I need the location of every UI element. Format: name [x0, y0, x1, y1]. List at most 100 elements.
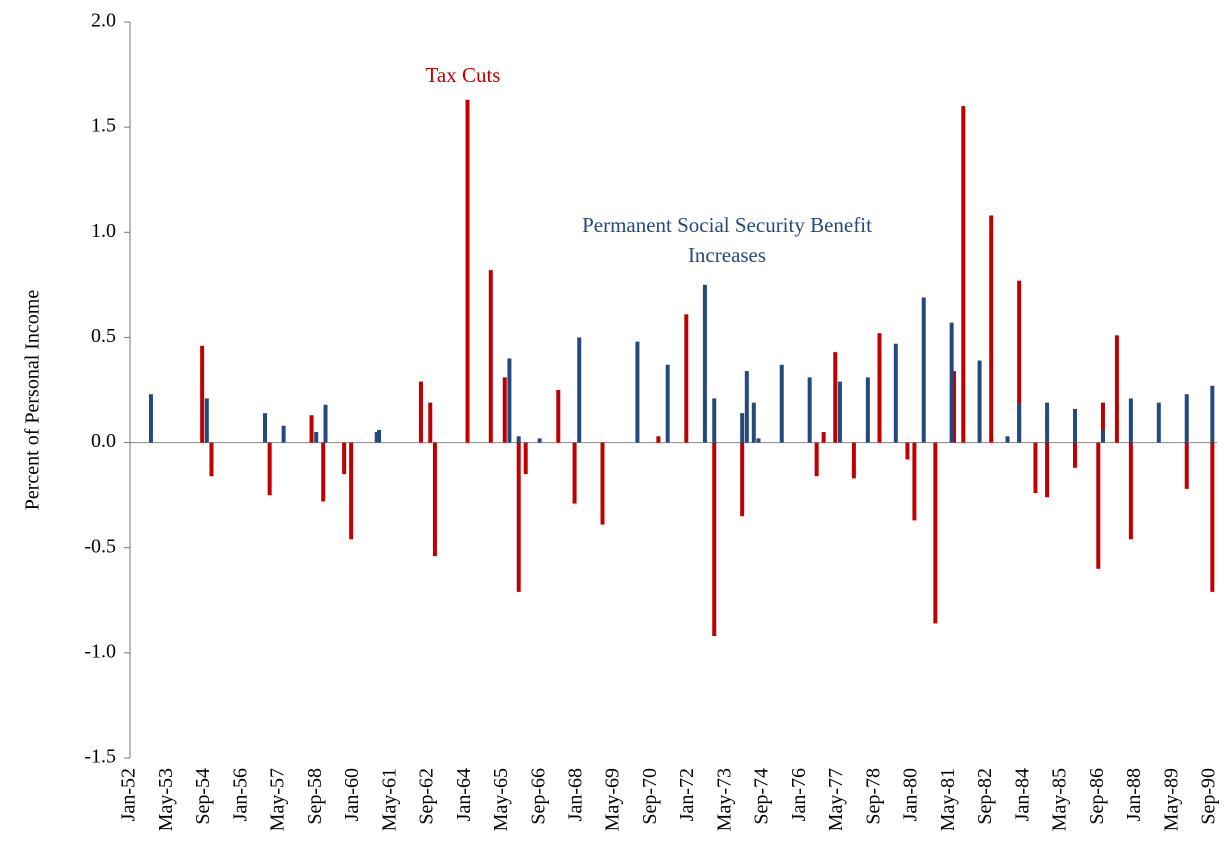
y-tick-label: 1.0 — [91, 220, 116, 242]
bar — [1017, 280, 1022, 443]
bar — [1128, 398, 1133, 443]
x-tick-label: Jan-60 — [341, 768, 363, 821]
bar — [537, 438, 542, 443]
bar — [989, 215, 994, 443]
bar — [1096, 442, 1101, 569]
bar — [712, 442, 717, 637]
x-tick-label: Jan-76 — [788, 768, 810, 821]
x-tick-label: Sep-54 — [192, 768, 214, 825]
x-tick-label: May-53 — [155, 768, 177, 831]
bar — [263, 413, 268, 443]
x-tick-label: Sep-86 — [1086, 768, 1108, 825]
bar — [209, 442, 214, 477]
bar — [1100, 402, 1105, 443]
x-tick-label: Sep-66 — [527, 768, 549, 825]
x-tick-label: May-85 — [1049, 768, 1071, 831]
bar — [321, 442, 326, 502]
x-tick-label: May-57 — [267, 768, 289, 831]
bar — [516, 436, 521, 443]
bar — [1073, 442, 1078, 468]
bar — [148, 394, 153, 443]
x-tick-label: Sep-78 — [862, 768, 884, 825]
bar — [961, 106, 966, 443]
x-tick-label: Jan-80 — [900, 768, 922, 821]
bar — [905, 442, 910, 460]
bar — [702, 284, 707, 443]
bar — [374, 432, 379, 443]
bar — [1045, 402, 1050, 443]
y-tick-label: -1.0 — [84, 640, 116, 662]
x-tick-label: May-81 — [937, 768, 959, 831]
bar — [756, 438, 761, 443]
x-tick-label: Sep-58 — [304, 768, 326, 825]
bar — [865, 377, 870, 443]
bar — [1045, 442, 1050, 498]
x-tick-label: Jan-56 — [229, 768, 251, 821]
bar — [1073, 408, 1078, 443]
bar — [1210, 442, 1215, 592]
bar — [712, 398, 717, 443]
bar — [949, 322, 954, 443]
bar — [502, 377, 507, 443]
bar — [779, 364, 784, 443]
x-tick-label: Jan-72 — [676, 768, 698, 821]
bar — [912, 442, 917, 521]
bar — [200, 345, 205, 443]
bar — [744, 371, 749, 443]
bar — [1114, 335, 1119, 443]
bar — [281, 425, 286, 443]
x-tick-label: Jan-88 — [1123, 768, 1145, 821]
bar — [740, 442, 745, 517]
bar — [933, 442, 938, 624]
bar — [204, 398, 209, 443]
bar — [635, 341, 640, 443]
bar — [1184, 442, 1189, 489]
bar — [556, 390, 561, 443]
bar — [740, 413, 745, 443]
x-tick-label: May-69 — [602, 768, 624, 831]
bar — [1100, 429, 1105, 443]
bar — [418, 381, 423, 443]
series-annotation: Tax Cuts — [425, 63, 501, 87]
bar — [314, 432, 319, 443]
bar — [1184, 394, 1189, 443]
x-tick-label: Sep-74 — [751, 768, 773, 825]
bar — [577, 337, 582, 443]
x-tick-label: Sep-70 — [639, 768, 661, 825]
bar — [807, 377, 812, 443]
bar — [465, 99, 470, 443]
bar — [1005, 436, 1010, 443]
bar — [837, 381, 842, 443]
y-axis-title: Percent of Personal Income — [22, 290, 44, 511]
bar — [572, 442, 577, 504]
bar — [851, 442, 856, 479]
bar — [833, 352, 838, 443]
bar — [1033, 442, 1038, 494]
x-tick-label: May-65 — [490, 768, 512, 831]
x-tick-label: May-61 — [378, 768, 400, 831]
y-tick-label: -1.5 — [84, 746, 116, 768]
x-tick-label: Jan-52 — [118, 768, 140, 821]
bar — [656, 436, 661, 443]
bar — [428, 402, 433, 443]
bar — [516, 442, 521, 592]
y-tick-label: 0.0 — [91, 430, 116, 452]
y-tick-label: 2.0 — [91, 10, 116, 32]
bar — [507, 358, 512, 443]
bar — [432, 442, 437, 557]
bar — [893, 343, 898, 443]
x-tick-label: May-89 — [1160, 768, 1182, 831]
x-tick-label: Jan-64 — [453, 768, 475, 821]
bar — [1156, 402, 1161, 443]
bar — [349, 442, 354, 540]
x-tick-label: Sep-82 — [974, 768, 996, 825]
bar — [267, 442, 272, 496]
bar — [342, 442, 347, 475]
bar — [684, 314, 689, 443]
bar — [600, 442, 605, 525]
bar — [977, 360, 982, 443]
x-tick-label: Jan-68 — [564, 768, 586, 821]
bar — [309, 415, 314, 443]
